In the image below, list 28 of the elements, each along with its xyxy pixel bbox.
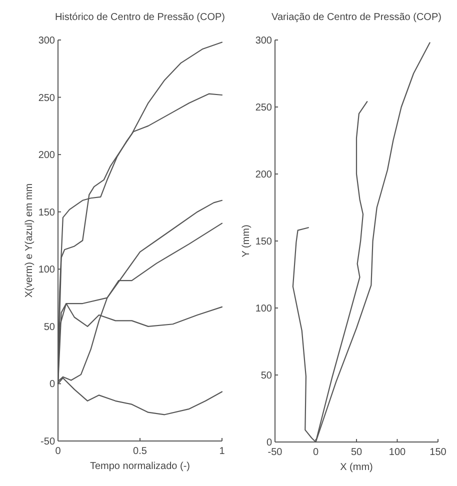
y-tick-label: 100 <box>255 304 272 314</box>
y-tick-label: 0 <box>49 379 56 390</box>
y-tick-label: 150 <box>38 207 56 218</box>
x-tick-label: 0 <box>312 447 319 458</box>
y-axis-title: Y (mm) <box>241 224 252 258</box>
chart-title: Variação de Centro de Pressão (COP) <box>272 12 442 23</box>
y-tick-label: 200 <box>38 150 56 162</box>
x-tick-label: 50 <box>350 447 362 458</box>
x-tick-label: 0.5 <box>133 446 148 457</box>
y-axis-title: X(verm) e Y(azul) em mm <box>24 183 35 298</box>
y-tick-label: 250 <box>38 92 56 104</box>
chart-title: Histórico de Centro de Pressão (COP) <box>54 12 226 23</box>
y-tick-label: -50 <box>40 436 56 448</box>
x-tick-label: 150 <box>430 447 447 458</box>
y-tick-label: 200 <box>255 170 272 180</box>
x-axis-title: Tempo normalizado (-) <box>90 461 190 472</box>
y-tick-label: 150 <box>255 236 272 248</box>
y-tick-label: 250 <box>255 102 272 114</box>
x-tick-label: -50 <box>268 447 283 458</box>
x-tick-label: 100 <box>388 447 406 458</box>
y-tick-label: 100 <box>38 264 56 276</box>
y-tick-label: 300 <box>255 36 272 46</box>
x-tick-label: 1 <box>219 446 226 457</box>
y-tick-label: 300 <box>38 36 56 46</box>
y-tick-label: 0 <box>266 438 272 448</box>
x-axis-title: X (mm) <box>340 462 373 473</box>
y-tick-label: 50 <box>260 370 272 382</box>
y-tick-label: 50 <box>44 322 56 333</box>
